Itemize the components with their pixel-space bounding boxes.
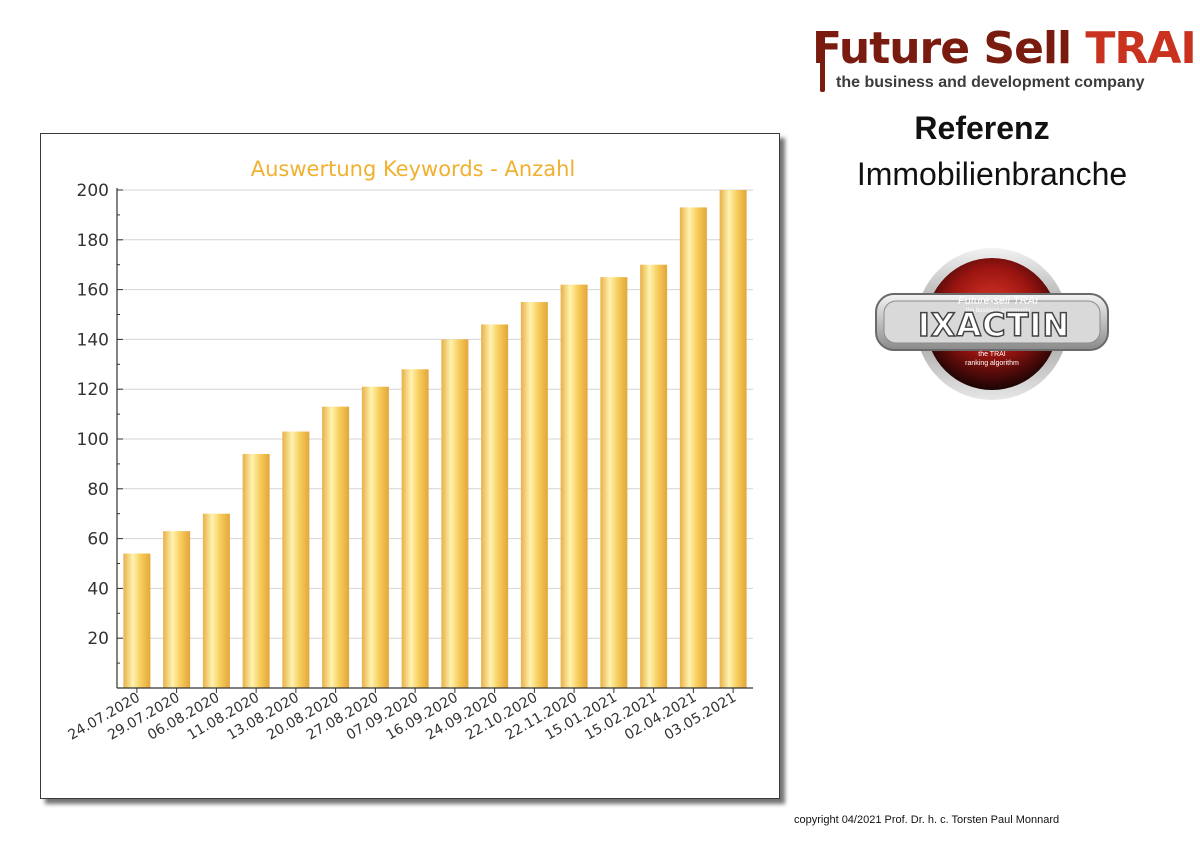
chart-title: Auswertung Keywords - Anzahl bbox=[251, 157, 575, 181]
bar bbox=[560, 284, 588, 688]
bar bbox=[401, 369, 429, 688]
copyright-note: copyright 04/2021 Prof. Dr. h. c. Torste… bbox=[794, 814, 1060, 826]
brand-tagline: the business and development company bbox=[836, 74, 1145, 91]
brand-title-main: Future Sell bbox=[812, 23, 1086, 74]
chart-frame: Auswertung Keywords - Anzahl 20 40 60 80 100… bbox=[40, 133, 780, 799]
ixactin-badge: Future-sell TRAI the business community … bbox=[874, 246, 1114, 402]
bar bbox=[600, 277, 628, 688]
bar bbox=[322, 406, 350, 688]
reference-title: Referenz bbox=[914, 110, 1050, 146]
bar bbox=[520, 302, 548, 688]
y-tick-label: 20 bbox=[87, 629, 109, 649]
bar bbox=[242, 453, 270, 688]
y-tick-label: 180 bbox=[77, 231, 109, 251]
bar bbox=[282, 431, 310, 688]
reference-subtitle: Immobilienbranche bbox=[856, 156, 1128, 192]
brand-title: Future Sell TRAI bbox=[812, 23, 1197, 74]
badge-plate-inner bbox=[883, 300, 1101, 344]
y-tick-label: 60 bbox=[87, 530, 109, 550]
y-tick-label: 100 bbox=[77, 430, 109, 450]
bar bbox=[361, 386, 389, 688]
badge-top-line: Future-sell TRAI bbox=[958, 295, 1038, 307]
bar bbox=[679, 207, 707, 688]
y-tick-label: 120 bbox=[77, 380, 109, 400]
badge-sub-line: the business community bbox=[966, 308, 1030, 314]
badge-bottom-line-1: the TRAI bbox=[978, 351, 1006, 358]
bar bbox=[441, 339, 469, 688]
bar bbox=[481, 324, 509, 688]
badge-bottom-line-2: ranking algorithm bbox=[965, 360, 1019, 367]
y-tick-label: 160 bbox=[77, 281, 109, 301]
bar bbox=[163, 531, 191, 688]
bar bbox=[202, 513, 230, 688]
bar bbox=[719, 190, 747, 688]
y-tick-label: 40 bbox=[87, 579, 109, 599]
bar bbox=[640, 264, 668, 688]
y-tick-label: 80 bbox=[87, 480, 109, 500]
brand-accent-bar bbox=[820, 34, 825, 92]
y-tick-label: 200 bbox=[77, 181, 109, 201]
brand-title-trai: TRAI bbox=[1085, 23, 1196, 74]
badge-name: IXACTIN bbox=[918, 306, 1070, 344]
brand-logo: Future Sell TRAI the business and develo… bbox=[812, 24, 1197, 96]
keyword-bar-chart: Auswertung Keywords - Anzahl 20 40 60 80 100… bbox=[65, 157, 753, 744]
y-tick-label: 140 bbox=[77, 330, 109, 350]
bar bbox=[123, 553, 151, 688]
